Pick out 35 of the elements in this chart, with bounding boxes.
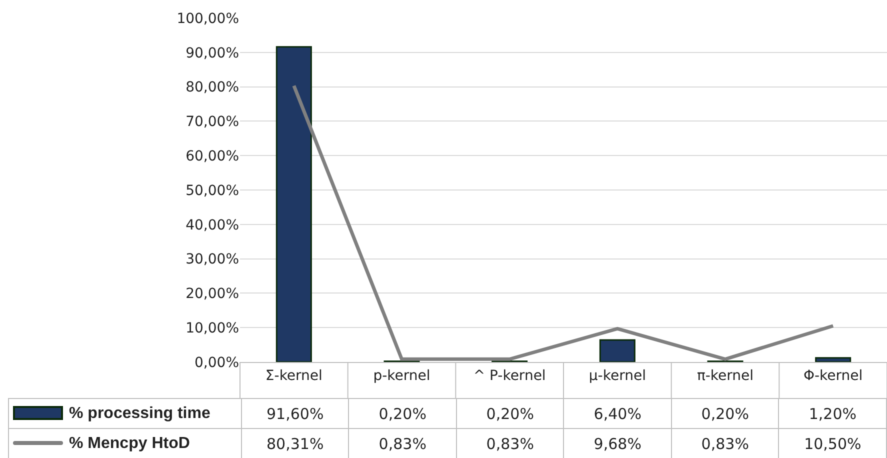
y-tick-label: 50,00% [186,182,239,199]
data-label: 0,83% [348,428,456,458]
y-tick-label: 100,00% [176,10,239,27]
y-tick-label: 40,00% [186,217,239,234]
bar [815,357,852,362]
data-label: 80,31% [241,428,349,458]
x-tick-label: ^ P-kernel [473,368,546,384]
y-tick-label: 20,00% [186,286,239,302]
y-tick-label: 10,00% [186,320,239,336]
y-tick-label: 0,00% [194,354,239,371]
bar [276,46,312,362]
x-tick-label: π-kernel [696,368,754,384]
data-label: 0,83% [671,428,779,458]
y-tick-label: 70,00% [186,114,239,130]
x-tick-label: Φ-kernel [803,368,863,384]
x-tick-label: μ-kernel [588,368,646,384]
legend-label: % processing time [8,398,242,428]
y-tick-label: 80,00% [186,80,239,96]
x-tick-label: p-kernel [373,368,430,384]
line-series [292,84,835,361]
data-label: 91,60% [241,398,349,428]
data-label: 10,50% [778,428,886,458]
bar [599,339,636,362]
y-tick-label: 60,00% [186,148,239,164]
data-label: 0,20% [456,398,564,428]
y-tick-label: 30,00% [186,252,239,268]
legend-label: % Mencpy HtoD [8,428,242,458]
data-label: 0,20% [348,398,456,428]
data-label: 0,83% [456,428,564,458]
data-label: 1,20% [778,398,886,428]
data-label: 9,68% [564,428,672,458]
x-tick-label: Σ-kernel [265,368,322,384]
data-label: 6,40% [564,398,672,428]
y-tick-label: 90,00% [186,45,239,62]
data-label: 0,20% [671,398,779,428]
